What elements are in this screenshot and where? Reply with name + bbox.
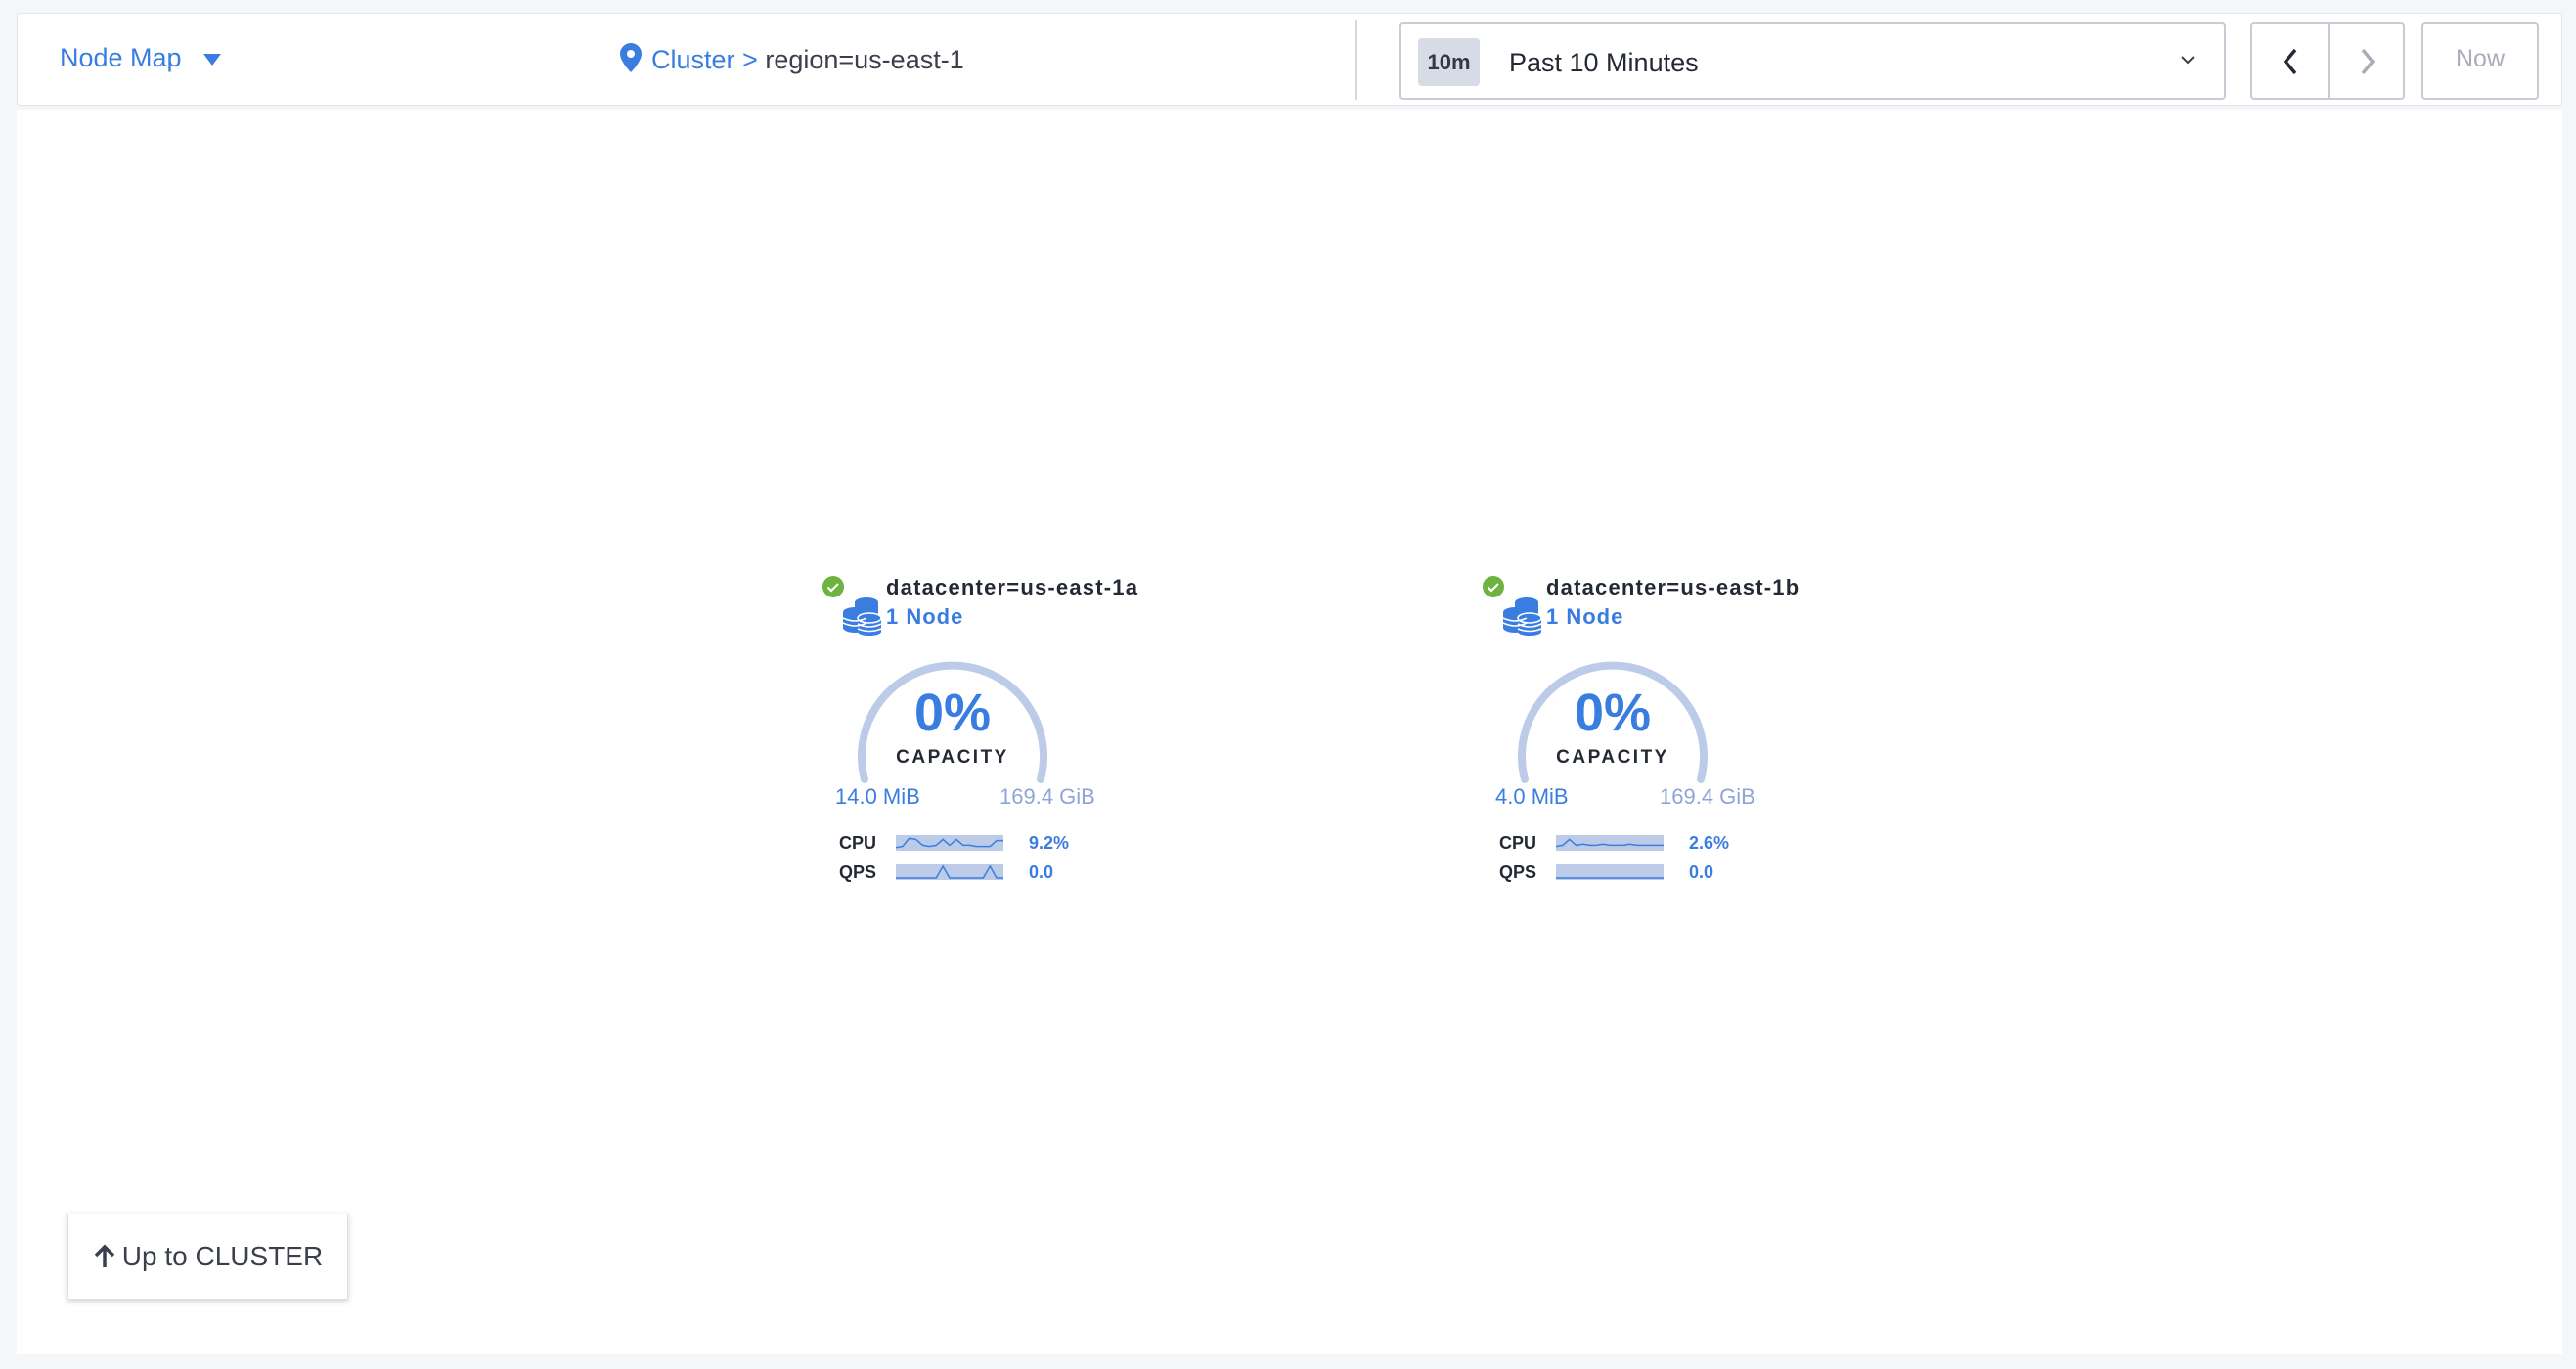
breadcrumb-cluster-link[interactable]: Cluster (651, 45, 735, 74)
qps-label: QPS (839, 862, 877, 882)
capacity-gauge (858, 661, 1047, 783)
capacity-label: CAPACITY (896, 747, 1009, 768)
qps-label: QPS (1499, 862, 1537, 882)
healthy-check-icon (1483, 576, 1504, 597)
healthy-check-icon (822, 576, 844, 597)
node-count: 1 Node (886, 604, 964, 629)
capacity-gauge (1518, 661, 1708, 783)
time-range-select[interactable]: 10m Past 10 Minutes (1399, 22, 2226, 100)
next-time-button[interactable] (2330, 24, 2405, 98)
breadcrumb: Cluster > region=us-east-1 (620, 43, 964, 75)
database-icon (843, 597, 882, 636)
capacity-percent: 0% (913, 684, 992, 742)
locality-title: datacenter=us-east-1a (886, 575, 1139, 599)
divider (2328, 24, 2330, 98)
breadcrumb-separator: > (742, 45, 758, 74)
caret-down-icon (202, 53, 221, 66)
now-button[interactable]: Now (2421, 22, 2539, 100)
cpu-value: 2.6% (1689, 833, 1730, 853)
breadcrumb-current: region=us-east-1 (765, 45, 964, 74)
locality-node[interactable]: datacenter=us-east-1a 1 Node 0% CAPACITY… (822, 575, 1213, 888)
divider (1355, 20, 1357, 100)
node-map-canvas (17, 110, 2562, 1354)
locality-title: datacenter=us-east-1b (1546, 575, 1800, 599)
chevron-down-icon (2181, 56, 2195, 65)
up-to-cluster-label: Up to CLUSTER (121, 1241, 324, 1271)
capacity-percent: 0% (1574, 684, 1652, 742)
used-capacity: 4.0 MiB (1495, 784, 1569, 809)
time-nav-group (2250, 22, 2405, 100)
previous-time-button[interactable] (2252, 24, 2328, 98)
time-range-badge: 10m (1418, 38, 1480, 86)
qps-sparkline (896, 864, 1003, 880)
node-count: 1 Node (1546, 604, 1624, 629)
view-selector-label: Node Map (60, 43, 182, 72)
arrow-up-icon (94, 1244, 115, 1267)
chevron-left-icon (2283, 48, 2296, 74)
used-capacity: 14.0 MiB (835, 784, 920, 809)
time-range-label: Past 10 Minutes (1509, 48, 1699, 77)
locality-node[interactable]: datacenter=us-east-1b 1 Node 0% CAPACITY… (1482, 575, 1873, 888)
top-bar: Node Map Cluster > region=us-east-1 10m … (17, 13, 2562, 106)
qps-value: 0.0 (1029, 862, 1054, 882)
qps-value: 0.0 (1689, 862, 1714, 882)
up-to-cluster-button[interactable]: Up to CLUSTER (67, 1214, 348, 1300)
cpu-label: CPU (1499, 833, 1537, 853)
view-selector-dropdown[interactable]: Node Map (60, 43, 221, 73)
cpu-sparkline (1555, 835, 1664, 851)
cpu-label: CPU (839, 833, 877, 853)
cpu-sparkline (895, 835, 1003, 851)
capacity-label: CAPACITY (1556, 747, 1669, 768)
qps-sparkline (1556, 864, 1664, 880)
location-pin-icon (620, 43, 642, 72)
database-icon (1503, 597, 1542, 636)
cpu-value: 9.2% (1029, 833, 1070, 853)
total-capacity: 169.4 GiB (1660, 784, 1755, 809)
total-capacity: 169.4 GiB (999, 784, 1095, 809)
chevron-right-icon (2361, 48, 2375, 74)
